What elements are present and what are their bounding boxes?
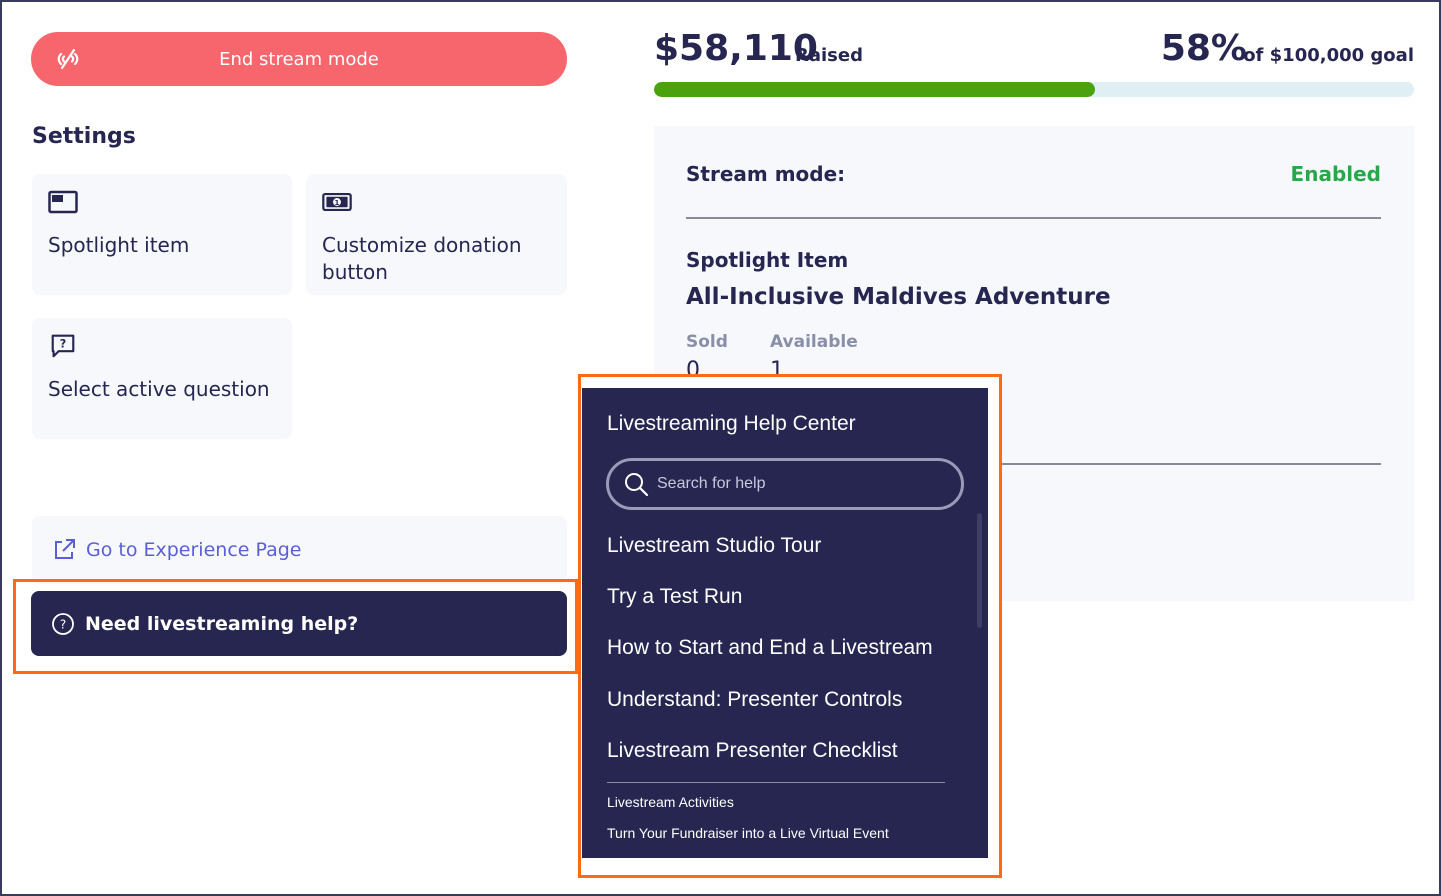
goal-label: of $100,000 goal	[1243, 45, 1414, 66]
stream-mode-label: Stream mode:	[686, 162, 846, 186]
fundraising-progress-bar	[654, 82, 1414, 97]
help-link-start-end[interactable]: How to Start and End a Livestream	[607, 636, 933, 659]
spotlight-item-name: All-Inclusive Maldives Adventure	[686, 284, 1111, 310]
raised-label: Raised	[795, 45, 863, 66]
need-help-label: Need livestreaming help?	[85, 612, 359, 635]
panel-divider	[686, 217, 1381, 219]
question-bubble-icon: ?	[51, 334, 75, 358]
settings-heading: Settings	[32, 124, 136, 149]
help-button-highlight	[13, 579, 578, 674]
spotlight-item-label: Spotlight item	[48, 233, 190, 257]
help-link-presenter-checklist[interactable]: Livestream Presenter Checklist	[607, 739, 898, 762]
svg-text:?: ?	[60, 338, 66, 351]
end-stream-mode-label: End stream mode	[219, 48, 379, 70]
svg-text:1: 1	[335, 198, 340, 207]
help-link-presenter-controls[interactable]: Understand: Presenter Controls	[607, 688, 903, 711]
fundraising-progress-fill	[654, 82, 1095, 97]
help-link-studio-tour[interactable]: Livestream Studio Tour	[607, 534, 822, 557]
help-link-virtual-event[interactable]: Turn Your Fundraiser into a Live Virtual…	[607, 825, 889, 841]
customize-donation-tile[interactable]: 1 Customize donation button	[306, 174, 567, 295]
panel-divider	[686, 463, 1381, 465]
raised-amount: $58,110	[654, 28, 818, 69]
help-center-scrollbar[interactable]	[977, 513, 982, 628]
spotlight-item-heading: Spotlight Item	[686, 248, 849, 272]
select-question-label: Select active question	[48, 377, 270, 401]
search-icon	[625, 473, 649, 497]
spotlight-icon	[48, 190, 78, 214]
help-search-box[interactable]	[606, 458, 964, 510]
help-link-activities[interactable]: Livestream Activities	[607, 794, 734, 810]
customize-donation-label: Customize donation button	[322, 233, 522, 284]
goal-percent: 58%	[1160, 28, 1247, 69]
help-center-title: Livestreaming Help Center	[607, 412, 856, 435]
sold-label: Sold	[686, 332, 728, 352]
external-link-icon	[55, 539, 75, 559]
available-label: Available	[770, 332, 858, 352]
go-to-experience-label: Go to Experience Page	[86, 539, 302, 561]
help-link-test-run[interactable]: Try a Test Run	[607, 585, 743, 608]
help-search-input[interactable]	[657, 475, 937, 493]
need-help-button[interactable]: ? Need livestreaming help?	[31, 591, 567, 656]
select-question-tile[interactable]: ? Select active question	[32, 318, 292, 439]
help-center-divider	[607, 782, 945, 783]
money-icon: 1	[322, 192, 352, 212]
help-center-popup: Livestreaming Help Center Livestream Stu…	[582, 388, 988, 858]
stream-off-icon	[57, 48, 79, 70]
svg-text:?: ?	[60, 617, 66, 631]
end-stream-mode-button[interactable]: End stream mode	[31, 32, 567, 86]
question-circle-icon: ?	[52, 612, 74, 635]
stream-mode-status: Enabled	[1290, 162, 1381, 186]
spotlight-item-tile[interactable]: Spotlight item	[32, 174, 292, 295]
go-to-experience-link[interactable]: Go to Experience Page	[32, 516, 567, 584]
